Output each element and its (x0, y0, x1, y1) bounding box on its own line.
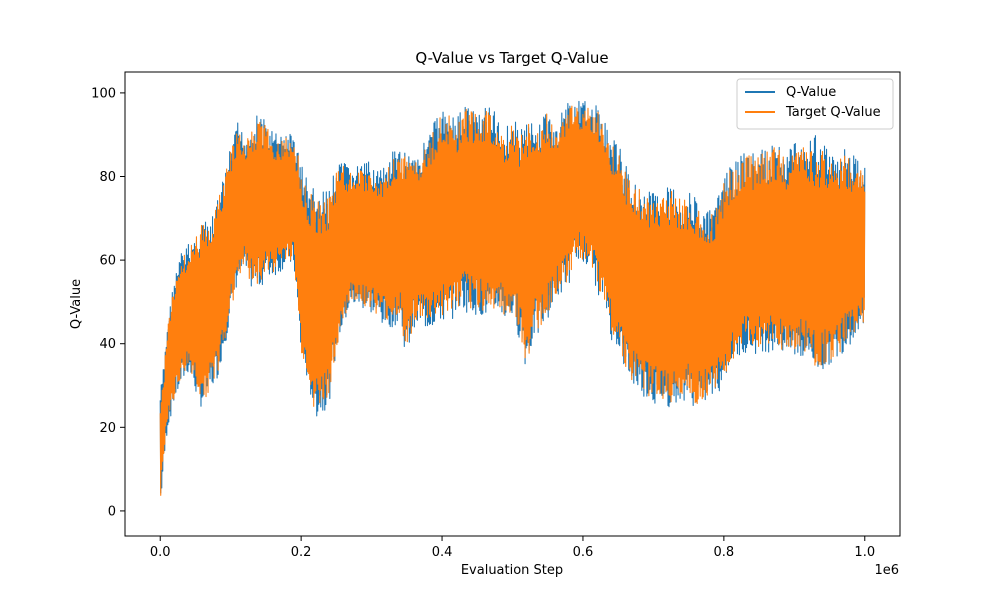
y-tick-label: 0 (108, 504, 116, 519)
x-tick-label: 0.8 (714, 545, 735, 560)
y-axis-label: Q-Value (69, 279, 84, 329)
y-tick-label: 100 (91, 86, 116, 101)
plot-frame (124, 71, 901, 537)
y-tick-label: 60 (99, 254, 116, 269)
x-axis: 0.0 0.2 0.4 0.6 0.8 1.0 (150, 536, 875, 560)
y-tick-label: 40 (99, 337, 116, 352)
y-tick-label: 20 (99, 421, 116, 436)
x-axis-label: Evaluation Step (461, 563, 563, 578)
x-tick-label: 0.0 (150, 545, 171, 560)
x-tick-label: 0.4 (432, 545, 453, 560)
series-line-target-q-value (159, 105, 866, 496)
legend-box (736, 78, 894, 130)
x-axis-offset-text: 1e6 (874, 563, 899, 578)
x-tick-label: 0.2 (291, 545, 312, 560)
x-tick-label: 1.0 (854, 545, 875, 560)
y-tick-label: 80 (99, 170, 116, 185)
y-axis: 0 20 40 60 80 100 (91, 86, 125, 519)
chart-title: Q-Value vs Target Q-Value (415, 49, 608, 67)
legend-label-q-value: Q-Value (786, 85, 836, 100)
series-layer (159, 100, 866, 496)
x-tick-label: 0.6 (573, 545, 594, 560)
legend-label-target-q-value: Target Q-Value (785, 105, 881, 120)
legend: Q-Value Target Q-Value (736, 78, 894, 130)
